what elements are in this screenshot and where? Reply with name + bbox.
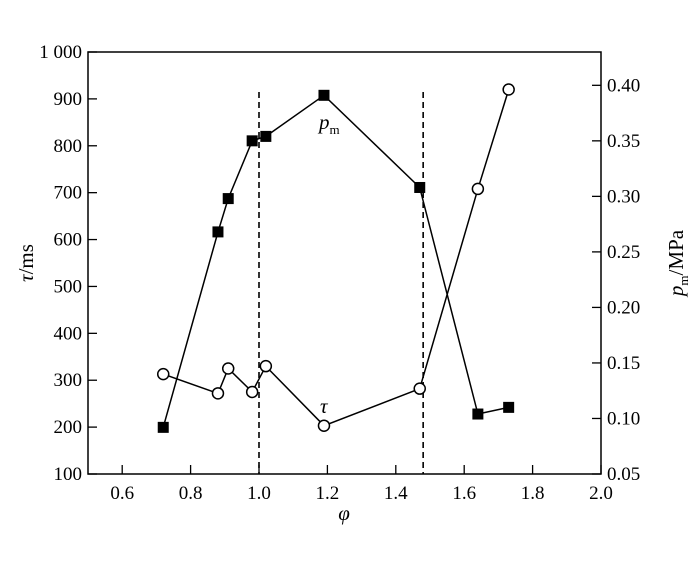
y-left-tick-label: 1 000 <box>39 42 82 63</box>
x-axis-title: φ <box>338 501 350 525</box>
y-left-tick-label: 100 <box>54 464 83 485</box>
x-tick-label: 0.8 <box>179 483 203 504</box>
data-point-pm <box>157 421 169 433</box>
x-tick-label: 1.6 <box>452 483 476 504</box>
x-tick-label: 1.2 <box>316 483 340 504</box>
y-left-tick-label: 500 <box>54 276 83 297</box>
plot-frame <box>87 51 602 475</box>
data-point-tau <box>502 83 515 96</box>
y-left-tick-label: 900 <box>54 89 83 110</box>
y-left-tick-label: 200 <box>54 417 83 438</box>
y-left-tick-label: 300 <box>54 370 83 391</box>
x-tick-label: 1.8 <box>521 483 545 504</box>
y-axis-left: 100 200 300 400 500 600 700 800 900 1 000 <box>39 42 97 485</box>
x-tick-label: 0.6 <box>110 483 134 504</box>
data-point-pm <box>212 226 224 238</box>
annotation-tau: τ <box>320 394 329 418</box>
y-right-tick-label: 0.25 <box>607 242 640 263</box>
data-point-pm <box>318 89 330 101</box>
data-point-tau <box>317 419 331 432</box>
data-point-pm <box>503 401 515 413</box>
annotation-pm: pm <box>317 110 340 137</box>
y-left-axis-title: τ/ms <box>14 244 38 282</box>
y-right-tick-label: 0.05 <box>607 464 640 485</box>
y-right-tick-label: 0.10 <box>607 408 640 429</box>
x-axis: 0.6 0.8 1.0 1.2 1.4 1.6 1.8 2.0 <box>110 465 613 504</box>
series-layer <box>156 83 515 433</box>
data-point-tau <box>221 362 235 375</box>
data-point-pm <box>260 130 272 142</box>
x-tick-label: 1.0 <box>247 483 271 504</box>
y-left-tick-label: 600 <box>54 230 83 251</box>
data-point-tau <box>245 385 259 399</box>
data-point-pm <box>222 193 234 205</box>
series-line-tau <box>162 89 510 427</box>
data-point-pm <box>472 408 484 420</box>
x-tick-label: 2.0 <box>589 483 613 504</box>
reference-lines <box>258 92 424 474</box>
y-axis-right: 0.05 0.10 0.15 0.20 0.25 0.30 0.35 0.40 <box>592 75 640 485</box>
y-right-axis-title: pm/MPa <box>664 229 691 298</box>
y-right-tick-label: 0.20 <box>607 297 640 318</box>
y-left-tick-label: 700 <box>54 183 83 204</box>
data-point-tau <box>211 387 225 400</box>
y-right-tick-label: 0.40 <box>607 75 640 96</box>
y-right-tick-label: 0.30 <box>607 186 640 207</box>
x-tick-label: 1.4 <box>384 483 408 504</box>
data-point-tau <box>259 359 273 373</box>
data-point-tau <box>413 382 426 395</box>
data-point-pm <box>414 181 426 193</box>
y-left-tick-label: 400 <box>54 323 83 344</box>
data-point-tau <box>471 182 485 196</box>
data-point-pm <box>246 135 258 147</box>
data-point-tau <box>156 367 170 381</box>
y-left-tick-label: 800 <box>54 136 83 157</box>
y-right-tick-label: 0.15 <box>607 353 640 374</box>
y-right-tick-label: 0.35 <box>607 131 640 152</box>
